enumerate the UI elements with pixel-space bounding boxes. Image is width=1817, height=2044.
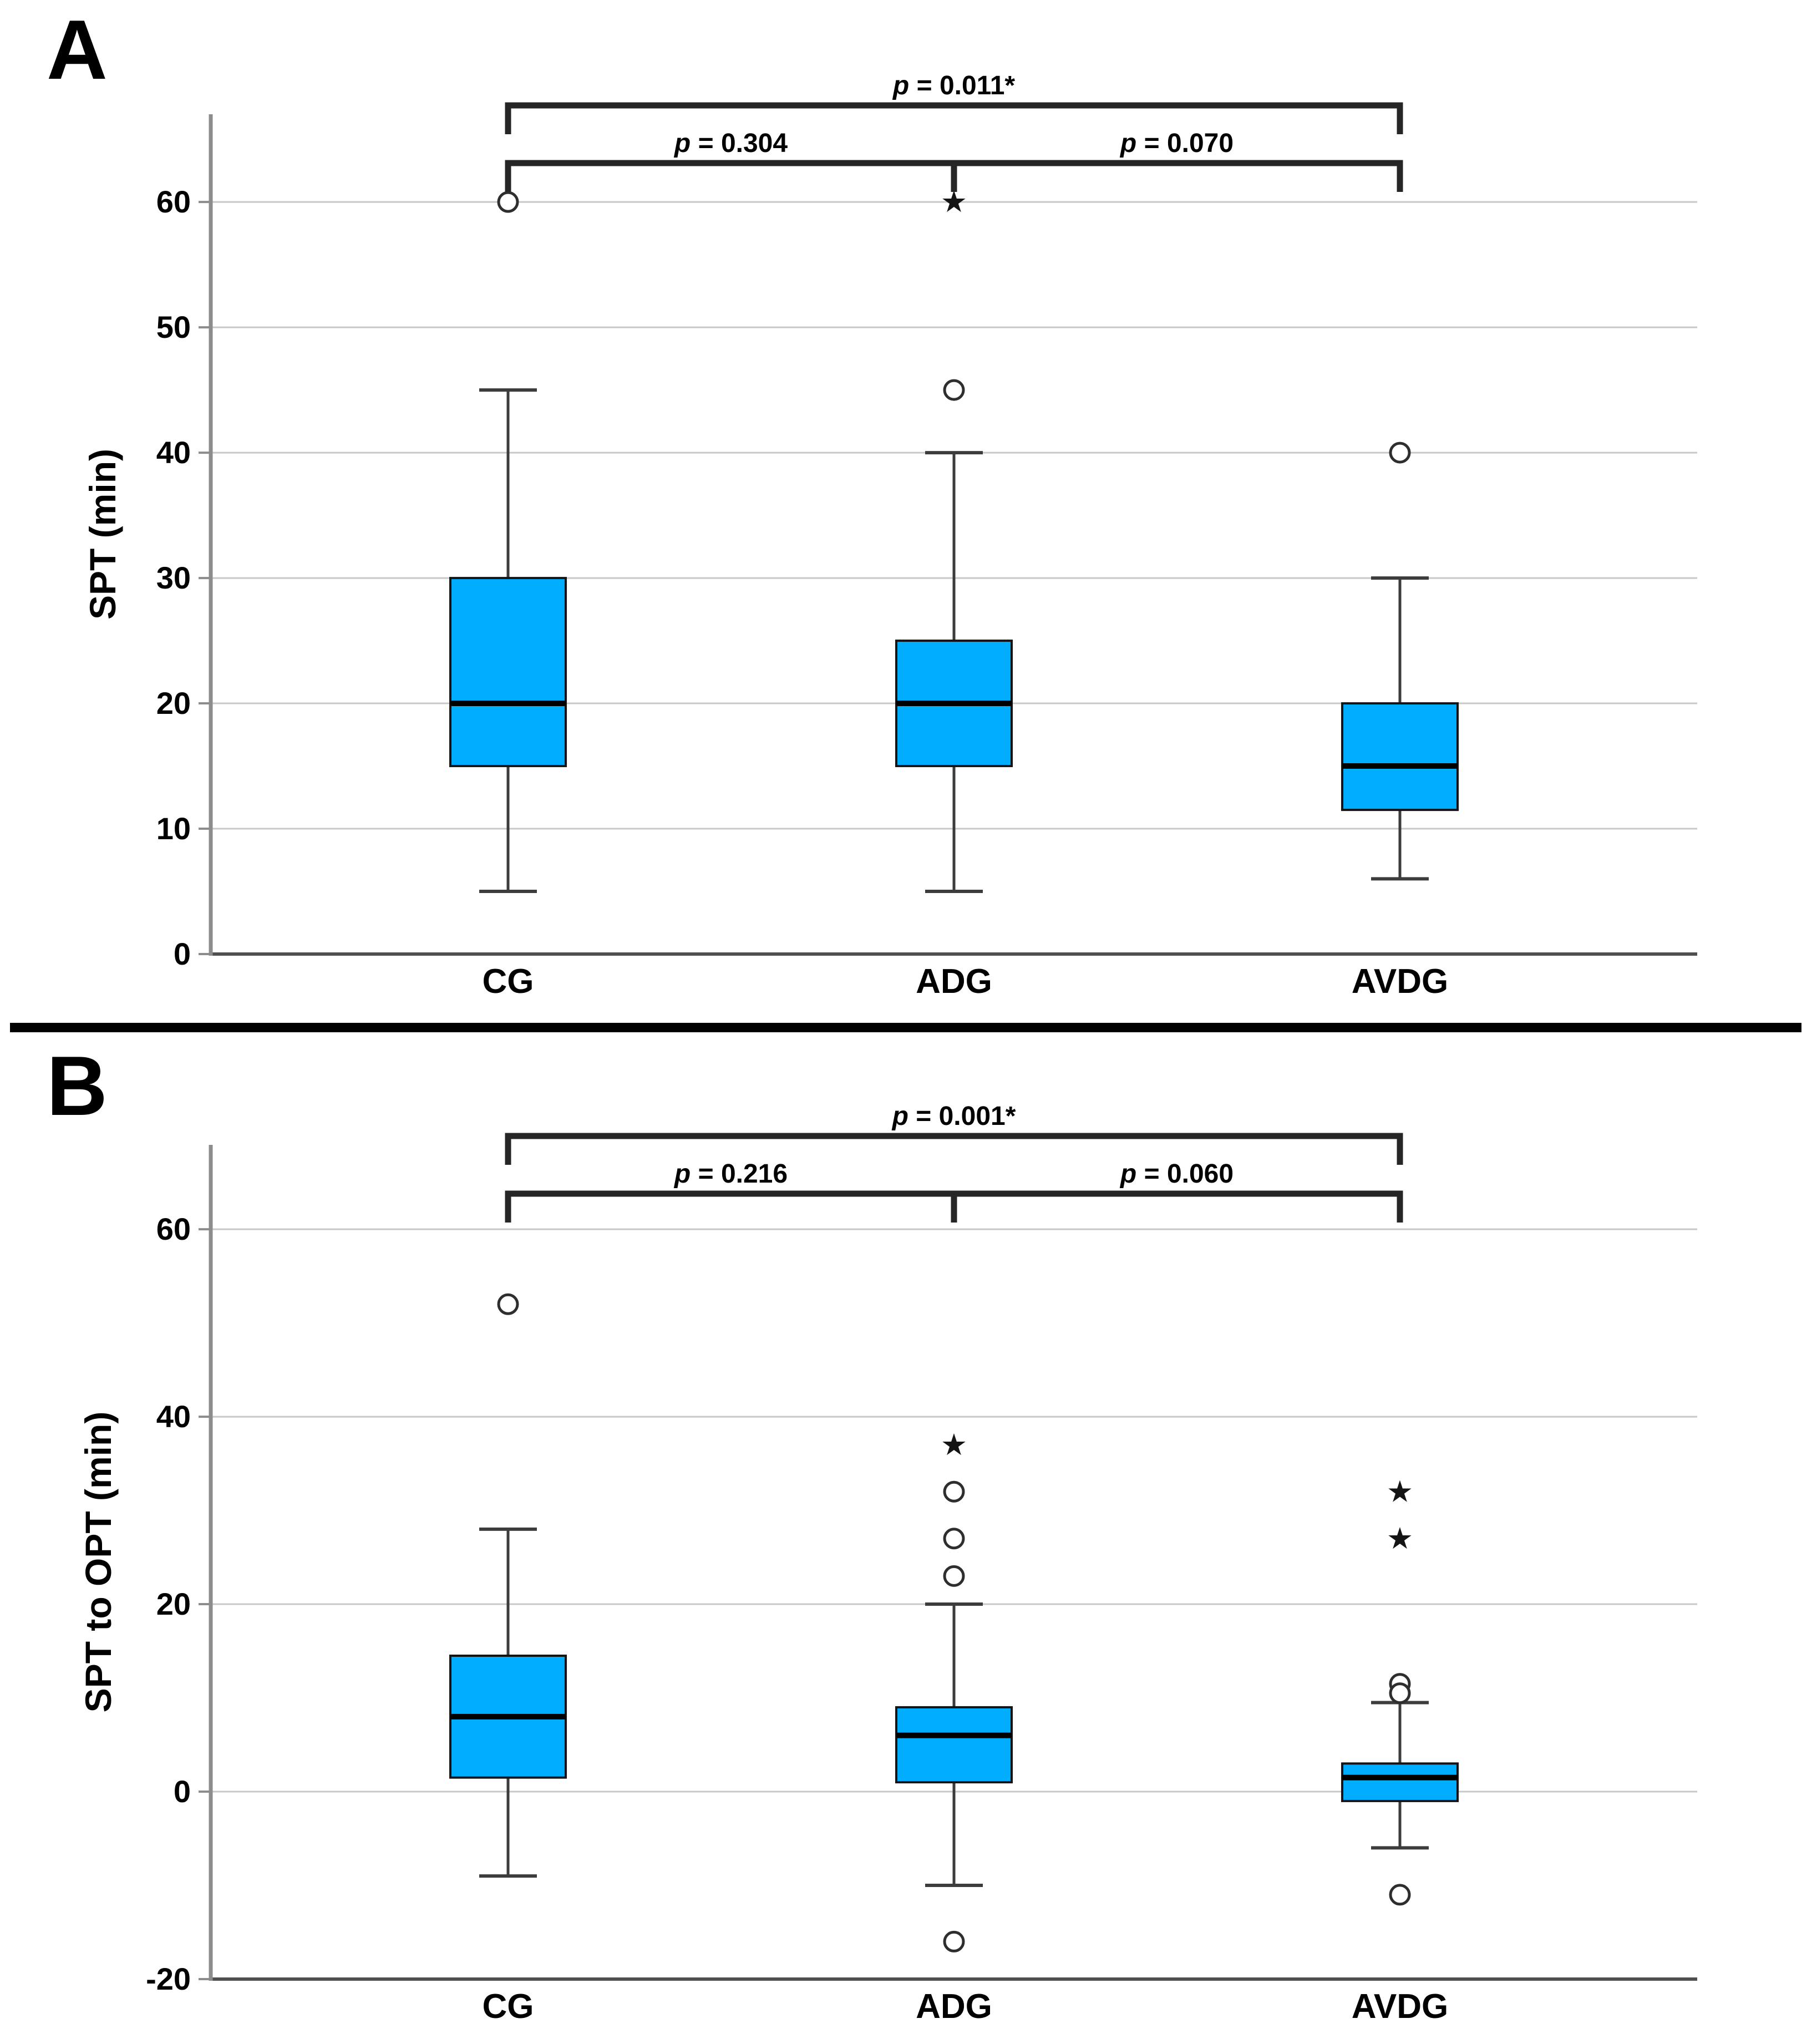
- y-tick-label: 40: [156, 1399, 191, 1434]
- significance-bracket: p = 0.070: [951, 129, 1403, 192]
- outlier-circle: [1389, 1884, 1411, 1906]
- category-label: CG: [483, 962, 534, 1001]
- p-value-label: p = 0.070: [1119, 129, 1234, 158]
- outlier-star: ★: [941, 1428, 967, 1462]
- boxplot-CG: [449, 1293, 567, 1878]
- iqr-box: [449, 577, 567, 768]
- outlier-circle: [1389, 1682, 1411, 1705]
- y-tick-label: 50: [156, 310, 191, 344]
- y-tick-label: 60: [156, 1211, 191, 1246]
- bracket-line: [951, 1190, 1403, 1223]
- y-tick-label: -20: [146, 1961, 191, 1996]
- boxplot-ADG: ★: [895, 1428, 1013, 1952]
- y-tick-label: 20: [156, 686, 191, 721]
- p-value-label: p = 0.216: [673, 1159, 788, 1189]
- bracket-line: [505, 102, 1403, 134]
- outlier-circle: [1389, 442, 1411, 464]
- category-label: ADG: [916, 1987, 992, 2026]
- significance-bracket: p = 0.011*: [505, 71, 1403, 134]
- iqr-box: [1341, 702, 1459, 811]
- significance-bracket: p = 0.304: [505, 129, 957, 192]
- panel-a-label: A: [47, 3, 109, 97]
- iqr-box: [1341, 1762, 1459, 1802]
- boxplot-AVDG: [1341, 442, 1459, 881]
- panel-divider: [10, 1023, 1801, 1032]
- y-tick-label: 20: [156, 1586, 191, 1621]
- significance-bracket: p = 0.060: [951, 1159, 1403, 1223]
- outlier-star: ★: [1387, 1475, 1413, 1508]
- boxplot-CG: [449, 191, 567, 894]
- outlier-circle: [943, 1480, 965, 1503]
- category-label: AVDG: [1352, 962, 1449, 1001]
- outlier-star: ★: [1387, 1522, 1413, 1555]
- y-tick-label: 0: [174, 936, 191, 971]
- y-axis-title: SPT (min): [82, 449, 123, 620]
- p-value-label: p = 0.011*: [892, 71, 1016, 100]
- iqr-box: [895, 1706, 1013, 1784]
- y-tick-labels: -20 0 20 40 60: [146, 1211, 211, 1996]
- p-value-label: p = 0.001*: [891, 1102, 1016, 1131]
- y-axis-title: SPT to OPT (min): [78, 1412, 119, 1713]
- bracket-line: [951, 160, 1403, 192]
- outlier-circle: [943, 1565, 965, 1587]
- bracket-line: [505, 1133, 1403, 1165]
- outlier-circle: [943, 1930, 965, 1952]
- y-tick-labels: 0 10 20 30 40 50 60: [156, 184, 211, 971]
- p-value-label: p = 0.060: [1119, 1159, 1234, 1189]
- outlier-circle: [497, 191, 519, 213]
- outlier-circle: [943, 379, 965, 401]
- category-label: CG: [483, 1987, 534, 2026]
- y-tick-label: 60: [156, 184, 191, 219]
- y-tick-label: 30: [156, 560, 191, 595]
- significance-bracket: p = 0.001*: [505, 1102, 1403, 1165]
- panel-a-chart: 0 10 20 30 40 50 60 CG ★ ADG AVDG SPT (min) p = 0.01…: [82, 71, 1697, 1001]
- bracket-line: [505, 160, 957, 192]
- panel-b-label: B: [47, 1039, 109, 1133]
- significance-bracket: p = 0.216: [505, 1159, 957, 1223]
- boxplot-AVDG: ★★: [1341, 1475, 1459, 1906]
- category-label: AVDG: [1352, 1987, 1449, 2026]
- category-label: ADG: [916, 962, 992, 1001]
- bracket-line: [505, 1190, 957, 1223]
- outlier-circle: [943, 1528, 965, 1550]
- y-tick-label: 10: [156, 811, 191, 846]
- boxplot-ADG: ★: [895, 185, 1013, 894]
- y-tick-label: 0: [174, 1774, 191, 1809]
- outlier-circle: [497, 1293, 519, 1315]
- p-value-label: p = 0.304: [673, 129, 788, 158]
- y-tick-label: 40: [156, 435, 191, 470]
